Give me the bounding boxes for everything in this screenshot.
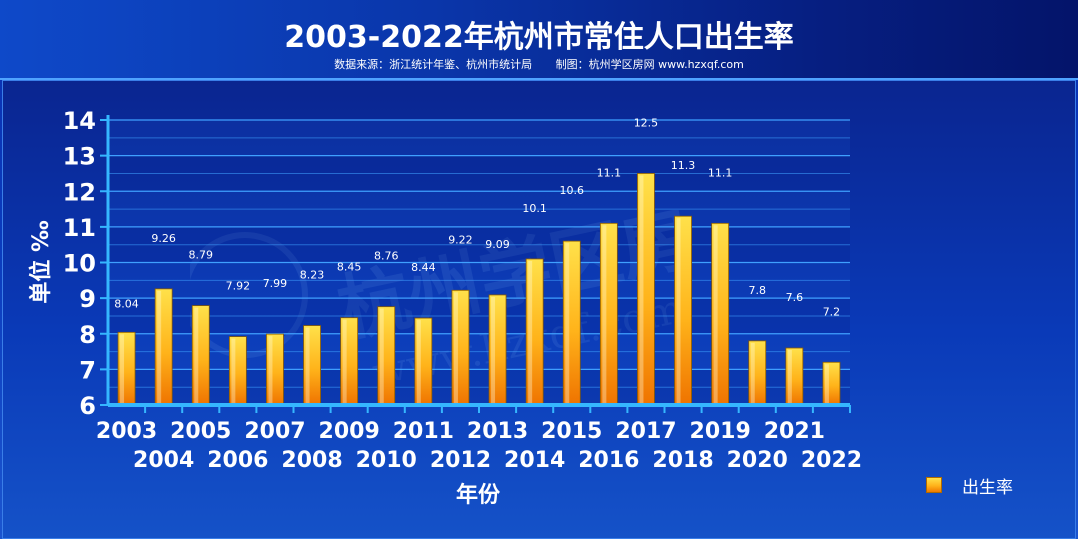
y-axis-title: 单位 ‰	[28, 220, 54, 304]
data-label: 11.1	[708, 166, 733, 179]
x-tick-label: 2021	[764, 419, 825, 444]
bar-highlight	[713, 225, 718, 403]
bar-highlight	[231, 338, 236, 403]
header-banner: 2003-2022年杭州市常住人口出生率 数据来源：浙江统计年鉴、杭州市统计局 …	[0, 0, 1078, 80]
chart-credit: 制图：杭州学区房网 www.hzxqf.com	[555, 58, 744, 71]
x-tick-label: 2018	[652, 448, 713, 473]
data-label: 8.23	[300, 269, 325, 282]
x-tick-label: 2009	[319, 419, 380, 444]
source-line: 数据来源：浙江统计年鉴、杭州市统计局 制图：杭州学区房网 www.hzxqf.c…	[0, 56, 1078, 72]
bar-highlight	[639, 175, 644, 403]
x-tick-label: 2014	[504, 448, 565, 473]
bar-highlight	[194, 307, 199, 403]
y-tick-label: 9	[79, 285, 96, 313]
bar-highlight	[157, 290, 162, 403]
bar-highlight	[528, 260, 533, 403]
bar-highlight	[750, 342, 755, 403]
x-tick-label: 2013	[467, 419, 528, 444]
x-tick-label: 2015	[541, 419, 602, 444]
data-label: 9.22	[448, 233, 473, 246]
y-tick-label: 11	[63, 214, 96, 242]
data-label: 9.26	[151, 232, 176, 245]
y-tick-label: 7	[79, 356, 96, 384]
chart-title: 2003-2022年杭州市常住人口出生率	[284, 20, 794, 55]
y-tick-label: 6	[79, 392, 96, 420]
bar-highlight	[565, 243, 570, 403]
x-tick-label: 2008	[281, 448, 342, 473]
x-tick-label: 2007	[244, 419, 305, 444]
gridlines	[108, 119, 850, 406]
y-tick-label: 13	[63, 143, 96, 171]
data-label: 8.79	[189, 249, 214, 262]
labels: 6 7 8 9 10 11 12 13 14 8.04 2003 9.26 2004 8.79 2005 7.…	[63, 107, 862, 473]
y-tick-label: 14	[63, 107, 96, 135]
legend-swatch	[926, 477, 942, 493]
y-tick-label: 12	[63, 178, 96, 206]
x-tick-label: 2020	[727, 448, 788, 473]
bar-highlight	[416, 320, 421, 403]
x-tick-label: 2010	[356, 448, 417, 473]
bar-highlight	[379, 308, 384, 403]
data-label: 7.92	[226, 280, 251, 293]
x-tick-label: 2003	[96, 419, 157, 444]
y-tick-label: 10	[63, 250, 96, 278]
data-label: 7.8	[749, 284, 767, 297]
bar-highlight	[676, 218, 681, 403]
data-label: 8.76	[374, 250, 399, 263]
x-tick-label: 2022	[801, 448, 862, 473]
data-label: 8.04	[114, 297, 139, 310]
bar-highlight	[787, 350, 792, 403]
bar-highlight	[342, 319, 347, 403]
data-source: 数据来源：浙江统计年鉴、杭州市统计局	[334, 58, 533, 71]
data-label: 12.5	[634, 116, 659, 129]
data-label: 11.1	[597, 166, 622, 179]
bar-highlight	[305, 327, 310, 403]
bar-highlight	[120, 334, 125, 403]
data-label: 10.6	[560, 184, 585, 197]
bars	[117, 173, 841, 406]
bar-highlight	[453, 292, 458, 403]
x-tick-label: 2019	[690, 419, 751, 444]
legend-label: 出生率	[962, 477, 1013, 498]
x-tick-label: 2016	[578, 448, 639, 473]
x-tick-label: 2011	[393, 419, 454, 444]
bar-highlight	[491, 296, 496, 403]
data-label: 8.45	[337, 261, 362, 274]
data-label: 11.3	[671, 159, 696, 172]
legend: 出生率	[926, 474, 1013, 498]
x-tick-label: 2012	[430, 448, 491, 473]
x-tick-label: 2004	[133, 448, 194, 473]
y-tick-label: 8	[79, 321, 96, 349]
x-tick-label: 2006	[207, 448, 268, 473]
bar-highlight	[268, 336, 273, 403]
data-label: 7.2	[823, 305, 841, 318]
data-label: 10.1	[522, 202, 547, 215]
data-label: 7.99	[263, 277, 288, 290]
x-tick-label: 2017	[615, 419, 676, 444]
data-label: 7.6	[786, 291, 804, 304]
data-label: 8.44	[411, 261, 436, 274]
bar-highlight	[824, 364, 829, 403]
x-tick-label: 2005	[170, 419, 231, 444]
axes	[100, 115, 851, 413]
bar-highlight	[602, 225, 607, 403]
data-label: 9.09	[485, 238, 510, 251]
x-axis-title: 年份	[456, 482, 501, 508]
